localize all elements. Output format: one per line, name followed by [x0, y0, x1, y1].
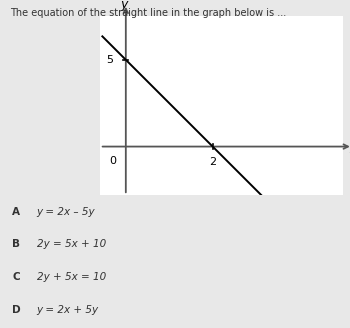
Text: The equation of the straight line in the graph below is ...: The equation of the straight line in the…: [10, 8, 287, 18]
Text: B: B: [12, 239, 20, 249]
Text: C: C: [12, 272, 20, 282]
Text: y = 2x + 5y: y = 2x + 5y: [37, 305, 99, 315]
Text: 2: 2: [209, 157, 216, 167]
Text: 0: 0: [109, 156, 116, 166]
Text: y = 2x – 5y: y = 2x – 5y: [37, 207, 95, 216]
Text: 2y + 5x = 10: 2y + 5x = 10: [37, 272, 106, 282]
Text: 2y = 5x + 10: 2y = 5x + 10: [37, 239, 106, 249]
Text: y: y: [120, 0, 127, 11]
Text: A: A: [12, 207, 20, 216]
Text: D: D: [12, 305, 21, 315]
Text: 5: 5: [106, 55, 113, 65]
